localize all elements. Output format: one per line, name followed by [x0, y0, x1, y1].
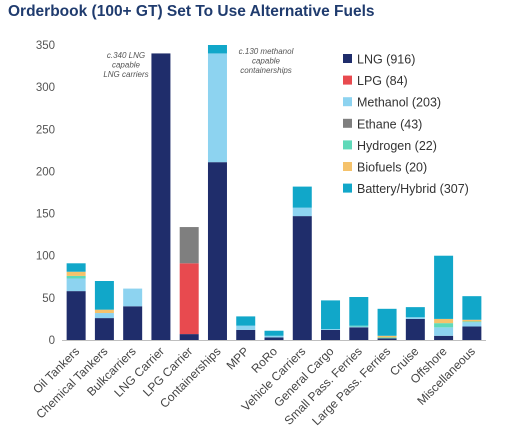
bar-segment — [66, 291, 86, 340]
bar-segment — [377, 308, 397, 336]
legend: LNG (916) LPG (84) Methanol (203) Ethane (4… — [343, 53, 469, 196]
legend-label: Battery/Hybrid (307) — [357, 182, 469, 196]
bar-segment — [207, 53, 227, 163]
legend-label: LPG (84) — [357, 74, 408, 88]
bar-segment — [321, 329, 341, 330]
bar-segment — [179, 334, 199, 340]
bar-segment — [264, 335, 284, 338]
bar-segment — [94, 281, 114, 310]
bar-segment — [349, 297, 369, 326]
bar-segment — [292, 186, 312, 208]
bar-segment — [405, 317, 425, 319]
legend-swatch — [343, 118, 352, 128]
legend-label: Hydrogen (22) — [357, 139, 437, 153]
bar-segment — [405, 318, 425, 340]
bar-segment — [66, 278, 86, 292]
y-tick-label: 350 — [36, 40, 55, 52]
legend-swatch — [343, 162, 352, 171]
bar-segment — [434, 335, 454, 340]
bar-segment — [462, 321, 482, 323]
bar-segment — [292, 207, 312, 217]
bar-segment — [321, 329, 341, 340]
bar-segment — [236, 316, 256, 326]
legend-swatch — [343, 97, 352, 107]
bar-segment — [377, 337, 397, 339]
bar-segment — [349, 325, 369, 327]
bar-segment — [207, 162, 227, 340]
bar-segment — [434, 255, 454, 319]
bar-segment — [462, 322, 482, 327]
bar-segment — [462, 296, 482, 320]
y-tick-label: 0 — [49, 335, 55, 347]
x-tick-label: MPP — [224, 344, 252, 372]
bar-segment — [292, 216, 312, 340]
bar-segment — [349, 327, 369, 340]
bar-segment — [236, 329, 256, 340]
legend-swatch — [343, 75, 352, 85]
bar-segment — [462, 326, 482, 340]
bar-segment — [207, 45, 227, 54]
bar-segment — [151, 53, 171, 341]
bar-segment — [94, 309, 114, 314]
bar-segment — [66, 275, 86, 279]
bar-segment — [405, 307, 425, 318]
bar-segment — [94, 313, 114, 319]
legend-label: Biofuels (20) — [357, 161, 427, 175]
bar-segment — [236, 325, 256, 330]
bar-segment — [434, 318, 454, 324]
bar-segment — [264, 330, 284, 336]
bar-segment — [377, 335, 397, 338]
bar-segment — [462, 319, 482, 322]
bars-group — [66, 45, 482, 341]
y-tick-label: 200 — [36, 166, 55, 178]
legend-swatch — [343, 183, 352, 193]
y-tick-label: 250 — [36, 124, 55, 136]
legend-label: Methanol (203) — [357, 96, 441, 110]
bar-segment — [179, 263, 199, 335]
bar-segment — [321, 300, 341, 330]
annotation-text: c.340 LNG capable LNG carriers — [103, 51, 148, 79]
bar-segment — [66, 271, 86, 276]
y-tick-label: 50 — [42, 293, 55, 305]
bar-segment — [66, 263, 86, 272]
legend-swatch — [343, 54, 352, 63]
y-tick-label: 150 — [36, 209, 55, 221]
chart-title: Orderbook (100+ GT) Set To Use Alternati… — [8, 3, 375, 20]
bar-segment — [264, 337, 284, 340]
y-tick-label: 300 — [36, 82, 55, 94]
legend-label: LNG (916) — [357, 53, 415, 67]
bar-segment — [434, 327, 454, 336]
y-tick-label: 100 — [36, 251, 55, 263]
bar-segment — [123, 288, 143, 307]
annotation-text: c.130 methanol capable containerships — [239, 47, 294, 75]
bar-segment — [94, 318, 114, 340]
bar-segment — [434, 323, 454, 328]
bar-segment — [377, 338, 397, 340]
y-axis: 0 50 100 150 200 250 300 350 — [36, 40, 486, 347]
legend-swatch — [343, 140, 352, 150]
bar-segment — [179, 227, 199, 264]
bar-segment — [349, 326, 369, 328]
annotations-group: c.340 LNG capable LNG carriers c.130 methan… — [103, 47, 293, 79]
legend-label: Ethane (43) — [357, 117, 422, 131]
bar-segment — [123, 306, 143, 340]
